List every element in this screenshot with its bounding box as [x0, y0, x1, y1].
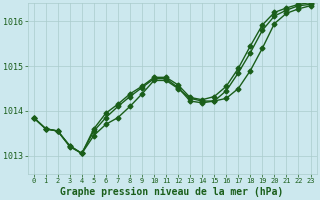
- X-axis label: Graphe pression niveau de la mer (hPa): Graphe pression niveau de la mer (hPa): [60, 186, 284, 197]
